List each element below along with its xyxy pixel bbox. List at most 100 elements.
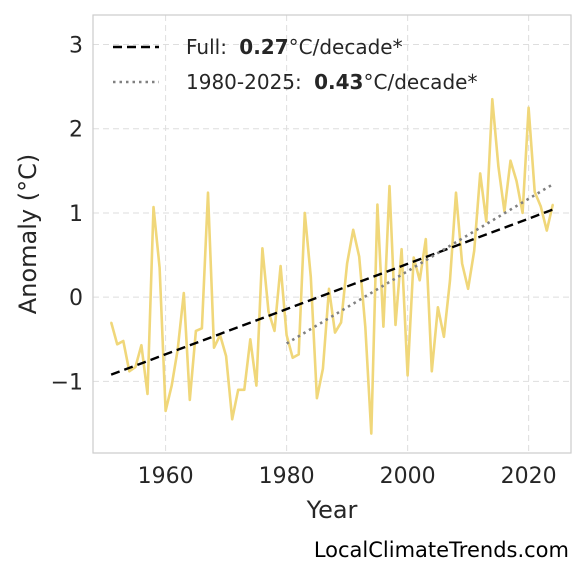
anomaly-point xyxy=(213,346,215,349)
anomaly-point xyxy=(128,370,131,373)
x-tick-label: 2000 xyxy=(380,464,436,489)
anomaly-point xyxy=(376,203,379,206)
anomaly-point xyxy=(170,384,173,387)
anomaly-point xyxy=(382,325,385,328)
y-tick-label: 3 xyxy=(69,33,83,58)
anomaly-point xyxy=(443,335,445,338)
anomaly-point xyxy=(509,159,512,162)
anomaly-point xyxy=(140,344,143,347)
legend-recent-rate: 0.43 xyxy=(314,70,363,94)
anomaly-point xyxy=(370,432,373,435)
anomaly-point xyxy=(485,220,488,223)
legend-full-unit: °C/decade* xyxy=(289,35,403,59)
anomaly-point xyxy=(479,172,482,175)
anomaly-point xyxy=(122,340,125,342)
anomaly-point xyxy=(436,306,439,309)
legend: Full: 0.27°C/decade* 1980-2025: 0.43°C/d… xyxy=(113,35,477,94)
x-tick-label: 1960 xyxy=(138,464,194,489)
anomaly-point xyxy=(449,279,451,282)
anomaly-point xyxy=(188,399,191,401)
legend-recent-name: 1980-2025: xyxy=(186,70,302,94)
anomaly-point xyxy=(497,165,500,168)
anomaly-point xyxy=(545,229,548,232)
anomaly-point xyxy=(346,262,349,265)
grid-lines xyxy=(93,15,571,453)
anomaly-point xyxy=(328,287,330,290)
anomaly-point xyxy=(315,397,318,400)
anomaly-point xyxy=(116,343,119,346)
anomaly-point xyxy=(527,106,530,109)
anomaly-point xyxy=(291,356,294,359)
anomaly-point xyxy=(388,185,391,187)
anomaly-point xyxy=(334,331,336,334)
y-tick-label: 0 xyxy=(69,286,83,311)
site-credit: LocalClimateTrends.com xyxy=(313,538,569,562)
legend-recent-entry: 1980-2025: 0.43°C/decade* xyxy=(186,70,477,94)
anomaly-point xyxy=(340,321,342,324)
plot-frame xyxy=(92,14,572,454)
x-axis-label: Year xyxy=(306,496,358,524)
recent-trend-line xyxy=(285,183,554,345)
anomaly-point xyxy=(303,212,306,214)
anomaly-point xyxy=(285,334,288,336)
anomaly-point xyxy=(473,249,476,252)
legend-full-entry: Full: 0.27°C/decade* xyxy=(186,35,403,59)
anomaly-point xyxy=(515,180,518,182)
anomaly-point xyxy=(455,191,457,194)
legend-full-rate: 0.27 xyxy=(239,35,288,59)
anomaly-point xyxy=(110,321,113,324)
anomaly-point xyxy=(194,329,197,332)
x-tick-label: 1980 xyxy=(259,464,315,489)
anomaly-point xyxy=(418,279,421,282)
anomaly-point xyxy=(249,338,252,341)
anomaly-point xyxy=(201,327,203,330)
anomaly-point xyxy=(491,98,494,101)
legend-recent-unit: °C/decade* xyxy=(363,70,477,94)
anomaly-point xyxy=(406,374,409,377)
anomaly-point xyxy=(533,190,536,193)
y-tick-label: 1 xyxy=(69,202,83,227)
anomaly-point xyxy=(279,265,282,267)
anomaly-point xyxy=(152,206,155,208)
anomaly-point xyxy=(146,393,149,395)
anomaly-point xyxy=(521,212,524,214)
anomaly-point xyxy=(358,255,361,258)
tick-labels: 1960 1980 2000 2020 −1 0 1 2 3 xyxy=(51,33,557,489)
full-period-trend-line xyxy=(110,208,554,376)
anomaly-point xyxy=(352,228,355,231)
anomaly-point xyxy=(225,355,228,358)
x-tick-label: 2020 xyxy=(501,464,557,489)
anomaly-point xyxy=(273,329,276,332)
anomaly-point xyxy=(255,384,258,387)
y-axis-label: Anomaly (°C) xyxy=(14,154,42,314)
plot-data xyxy=(109,97,555,435)
anomaly-point xyxy=(400,248,403,251)
anomaly-point xyxy=(231,418,234,421)
anomaly-point xyxy=(322,367,324,370)
anomaly-point xyxy=(412,256,415,259)
anomaly-point xyxy=(243,388,246,391)
anomaly-point xyxy=(261,247,264,250)
anomaly-point xyxy=(430,370,433,373)
anomaly-point xyxy=(297,353,300,356)
y-tick-label: −1 xyxy=(51,370,83,395)
anomaly-point xyxy=(237,388,240,391)
anomaly-point xyxy=(158,266,161,269)
anomaly-point xyxy=(394,324,397,326)
anomaly-point xyxy=(267,310,270,313)
anomaly-point xyxy=(364,325,367,328)
anomaly-point xyxy=(182,292,185,294)
anomaly-point xyxy=(551,203,554,206)
anomaly-point xyxy=(424,238,427,240)
anomaly-point xyxy=(461,262,463,265)
y-tick-label: 2 xyxy=(69,118,83,143)
anomaly-point xyxy=(164,409,167,412)
anomaly-point xyxy=(134,366,137,368)
legend-full-name: Full: xyxy=(186,35,227,59)
annual-anomaly-line xyxy=(109,97,555,435)
anomaly-point xyxy=(207,191,209,194)
anomaly-point xyxy=(467,287,470,290)
anomaly-point xyxy=(309,276,312,278)
anomaly-point xyxy=(539,205,542,208)
